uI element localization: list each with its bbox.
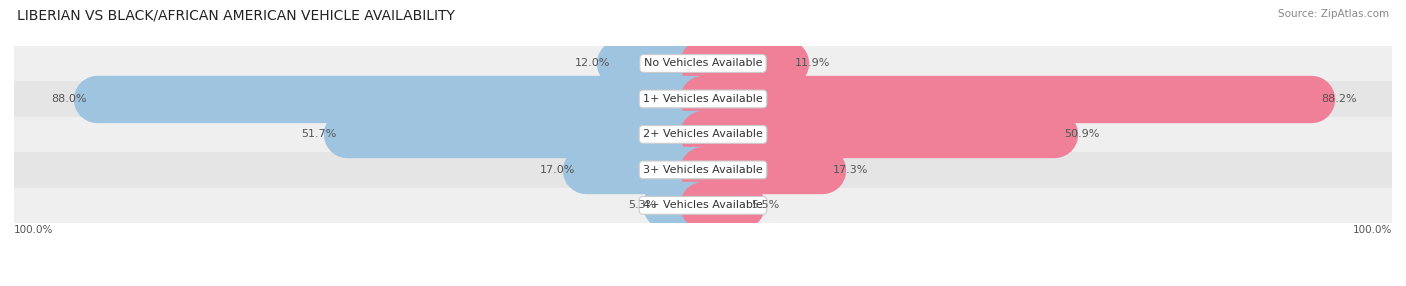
Text: 5.3%: 5.3% [628, 200, 657, 210]
Text: 11.9%: 11.9% [796, 59, 831, 68]
Text: Source: ZipAtlas.com: Source: ZipAtlas.com [1278, 9, 1389, 19]
Text: 17.0%: 17.0% [540, 165, 575, 175]
Bar [14, 152, 1392, 188]
Text: No Vehicles Available: No Vehicles Available [644, 59, 762, 68]
Text: 5.5%: 5.5% [751, 200, 779, 210]
Text: 2+ Vehicles Available: 2+ Vehicles Available [643, 130, 763, 139]
Bar [14, 46, 1392, 81]
Text: 100.0%: 100.0% [1353, 225, 1392, 235]
Bar [703, 194, 741, 216]
Text: 17.3%: 17.3% [832, 165, 868, 175]
Bar [703, 159, 823, 181]
Text: 1+ Vehicles Available: 1+ Vehicles Available [643, 94, 763, 104]
Text: 51.7%: 51.7% [301, 130, 336, 139]
Text: 100.0%: 100.0% [14, 225, 53, 235]
Bar [703, 88, 1310, 110]
Text: 3+ Vehicles Available: 3+ Vehicles Available [643, 165, 763, 175]
Bar [703, 124, 1053, 145]
Text: 12.0%: 12.0% [575, 59, 610, 68]
Bar [14, 188, 1392, 223]
Text: 88.0%: 88.0% [51, 94, 86, 104]
Bar [620, 53, 703, 74]
Text: 50.9%: 50.9% [1064, 130, 1099, 139]
Bar [703, 53, 785, 74]
Bar [14, 117, 1392, 152]
Bar [347, 124, 703, 145]
Bar [586, 159, 703, 181]
Bar [97, 88, 703, 110]
Text: 88.2%: 88.2% [1322, 94, 1357, 104]
Text: LIBERIAN VS BLACK/AFRICAN AMERICAN VEHICLE AVAILABILITY: LIBERIAN VS BLACK/AFRICAN AMERICAN VEHIC… [17, 9, 454, 23]
Bar [14, 81, 1392, 117]
Text: 4+ Vehicles Available: 4+ Vehicles Available [643, 200, 763, 210]
Bar [666, 194, 703, 216]
